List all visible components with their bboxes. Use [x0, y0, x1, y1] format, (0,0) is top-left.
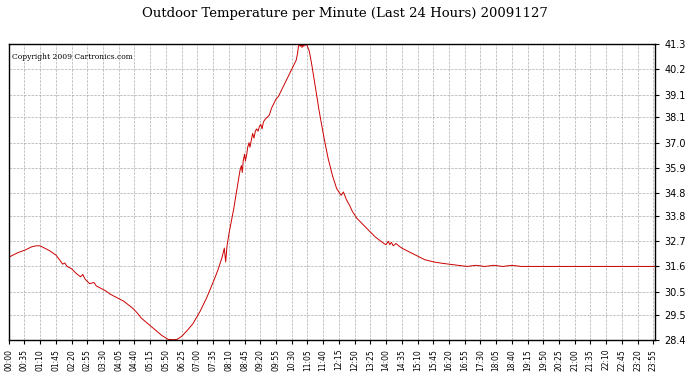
Text: Outdoor Temperature per Minute (Last 24 Hours) 20091127: Outdoor Temperature per Minute (Last 24 … [142, 8, 548, 21]
Text: Copyright 2009 Cartronics.com: Copyright 2009 Cartronics.com [12, 53, 132, 61]
